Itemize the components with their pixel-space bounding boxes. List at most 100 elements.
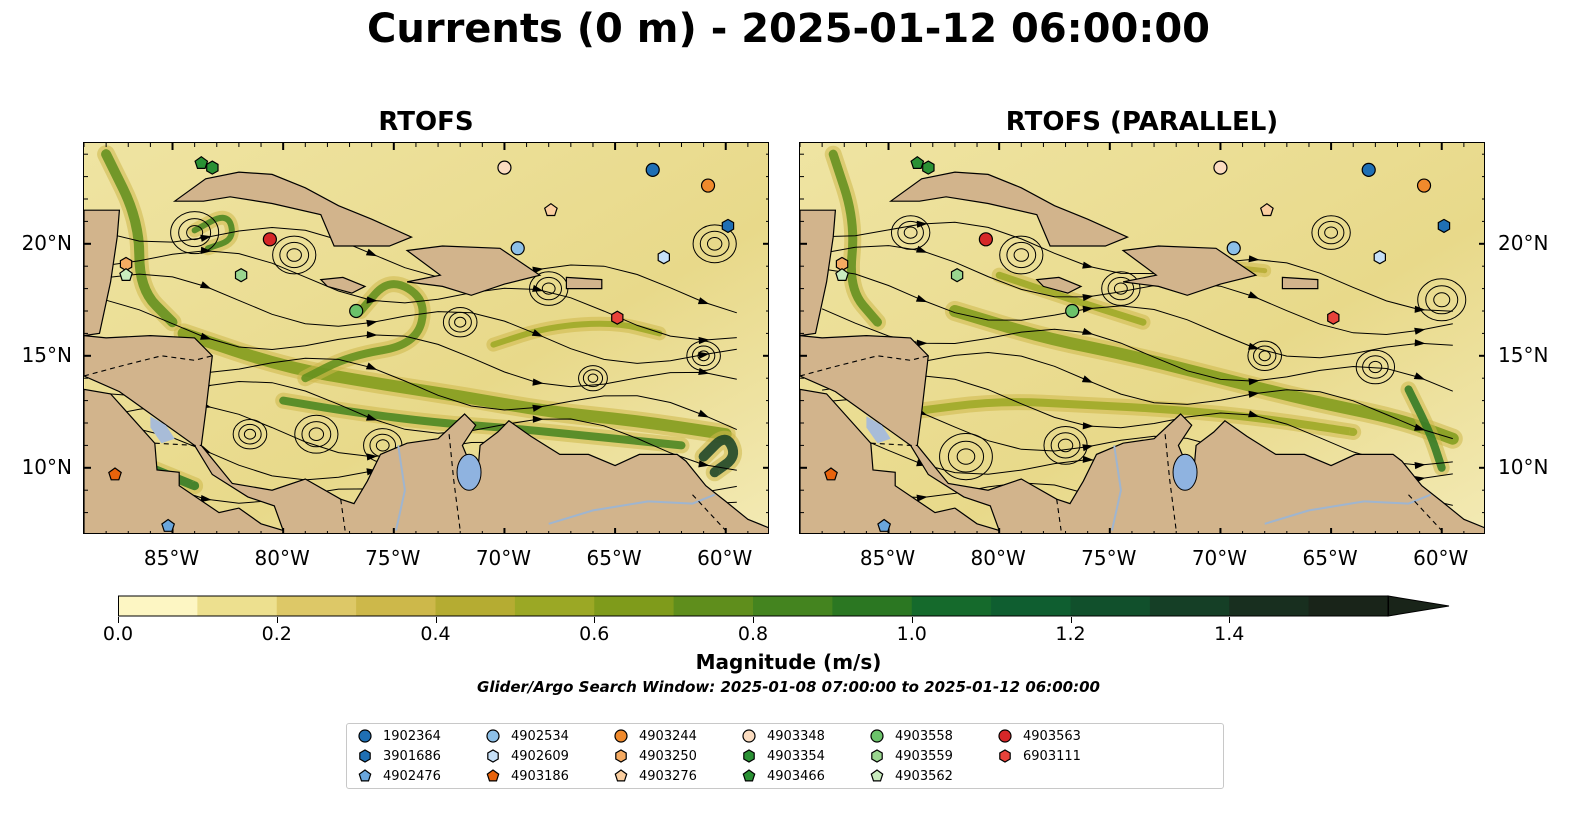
x-tick-label: 80°W [970,546,1026,570]
eddy-streamline [186,225,204,241]
land-yucatan [800,209,837,337]
panel-title-rtofs-parallel: RTOFS (PARALLEL) [1005,107,1279,137]
float-marker-4903558 [1065,303,1080,319]
eddy-streamline [1425,285,1459,315]
streamline-arrow [916,494,928,502]
land-cuba [172,171,414,247]
legend-label: 4903276 [639,768,697,784]
streamline-arrow [697,409,710,418]
eddy-streamline [294,414,339,454]
streamline-arrow [366,453,378,461]
colorbar-tick-mark [1229,617,1231,623]
float-marker-4903244 [700,178,716,193]
float-marker-4902609 [1373,250,1387,265]
y-tick-label-right: 20°N [1498,230,1549,255]
float-marker-4903563 [262,232,277,247]
river [548,500,649,525]
colorbar-tick-label: 0.0 [102,623,134,645]
streamline [106,273,737,364]
float-marker-3901686 [1437,218,1451,234]
legend-label: 4903466 [767,768,825,784]
float-marker-4903276 [1259,202,1274,217]
legend-label: 6903111 [1023,748,1081,764]
streamline-arrow [1082,305,1094,313]
eddy-streamline [1253,345,1277,367]
search-window-subtitle: Glider/Argo Search Window: 2025-01-08 07… [477,678,1100,696]
colorbar-tick-label: 1.0 [896,623,927,645]
eddy-streamline [238,423,262,445]
streamline-arrow [1082,444,1094,452]
hexagon-marker-icon [615,749,627,763]
current-band [906,398,1358,436]
colorbar-tick-label: 0.2 [261,623,292,645]
streamline-arrow [1082,261,1094,269]
float-marker-6903111 [1327,310,1340,325]
colorbar-segment [1308,596,1389,616]
circle-marker-icon [998,729,1012,743]
streamline-arrow [366,413,378,421]
streamline-arrow [200,495,212,503]
streamline-arrow [915,294,928,303]
streamline-arrow [1414,423,1426,431]
legend-label: 4903186 [511,768,569,784]
colorbar [118,595,1450,617]
float-marker-4902476 [877,518,892,532]
legend-item: 4903186 [485,768,569,784]
colorbar-tick-mark [594,617,596,623]
land-hispaniola [405,245,542,296]
float-marker-4903559 [234,268,248,283]
legend-item: 4903244 [613,728,697,744]
lake-maracaibo [1172,453,1198,491]
circle-marker-icon [358,729,372,743]
eddy-streamline [706,237,723,251]
colorbar-segment [435,596,516,616]
x-tick-label: 60°W [1413,546,1469,570]
legend-item: 4903563 [997,728,1081,744]
current-band [948,305,1459,445]
float-marker-4903276 [543,202,558,217]
legend-label: 4903563 [1023,728,1081,744]
legend-label: 4903559 [895,748,953,764]
legend-item: 3901686 [357,748,441,764]
legend-label: 3901686 [383,748,441,764]
colorbar-tick-mark [435,617,437,623]
eddy-streamline [1433,292,1451,308]
country-border [448,434,461,531]
map-panel-rtofs[interactable] [83,142,769,534]
hexagon-marker-icon [871,749,883,763]
legend-item: 1902364 [357,728,441,744]
eddy-streamline [686,340,721,372]
y-tick-label-left: 20°N [21,230,72,255]
colorbar-segment [197,596,278,616]
legend-item: 4903354 [741,748,825,764]
eddy-streamline [279,241,310,269]
legend-item: 4902476 [357,768,441,784]
pentagon-marker-icon [486,769,500,782]
streamline-arrow [697,297,710,305]
eddy-streamline [578,365,608,392]
circle-marker-icon [870,729,884,743]
x-tick-label: 65°W [1302,546,1358,570]
colorbar-label: Magnitude (m/s) [695,650,882,674]
float-marker-4902476 [161,518,176,532]
eddy-streamline [1368,360,1383,374]
country-border [1164,434,1177,531]
hexagon-marker-icon [999,749,1011,763]
streamline-arrow [1414,327,1426,335]
streamline-arrow [532,404,544,412]
x-tick-label: 75°W [1081,546,1137,570]
eddy-streamline [691,345,716,367]
float-marker-4903186 [824,467,838,481]
legend-item: 4902534 [485,728,569,744]
map-panel-rtofs-parallel[interactable] [799,142,1485,534]
float-legend: 1902364 3901686 4902476 4902534 4902609 49031… [346,723,1224,789]
current-band [698,434,739,478]
streamline-arrow [698,367,710,375]
float-marker-4902534 [510,241,525,256]
eddy-streamline [1113,282,1128,295]
streamline-arrow [916,339,928,347]
eddy-streamline [442,307,478,338]
river [1111,445,1122,531]
current-band [490,320,663,348]
colorbar-segment [753,596,833,616]
